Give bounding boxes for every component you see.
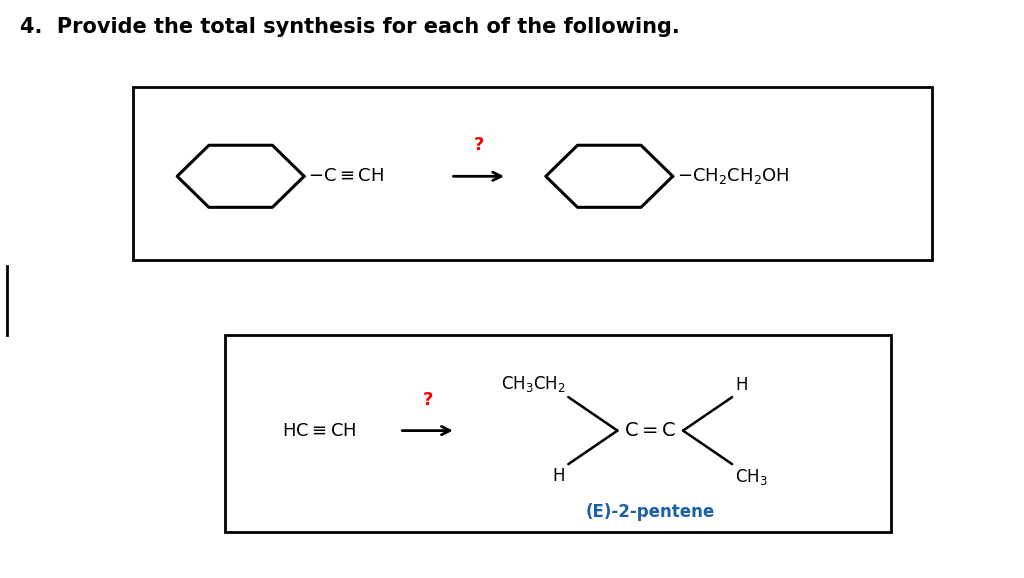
Text: $-$CH$_2$CH$_2$OH: $-$CH$_2$CH$_2$OH [677,166,790,186]
Text: (E)-2-pentene: (E)-2-pentene [586,503,715,521]
Text: HC$\equiv$CH: HC$\equiv$CH [282,421,356,440]
Text: H: H [553,467,565,485]
Text: 4.  Provide the total synthesis for each of the following.: 4. Provide the total synthesis for each … [20,17,680,38]
Text: CH$_3$: CH$_3$ [735,467,768,487]
Bar [225,335,891,532]
Bar [133,87,932,260]
Text: ?: ? [473,136,484,154]
Text: CH$_3$CH$_2$: CH$_3$CH$_2$ [501,374,565,394]
Text: $-$C$\equiv$CH: $-$C$\equiv$CH [308,167,384,186]
Text: H: H [735,376,748,394]
Text: ?: ? [422,391,433,409]
Text: C$=$C: C$=$C [625,421,676,440]
